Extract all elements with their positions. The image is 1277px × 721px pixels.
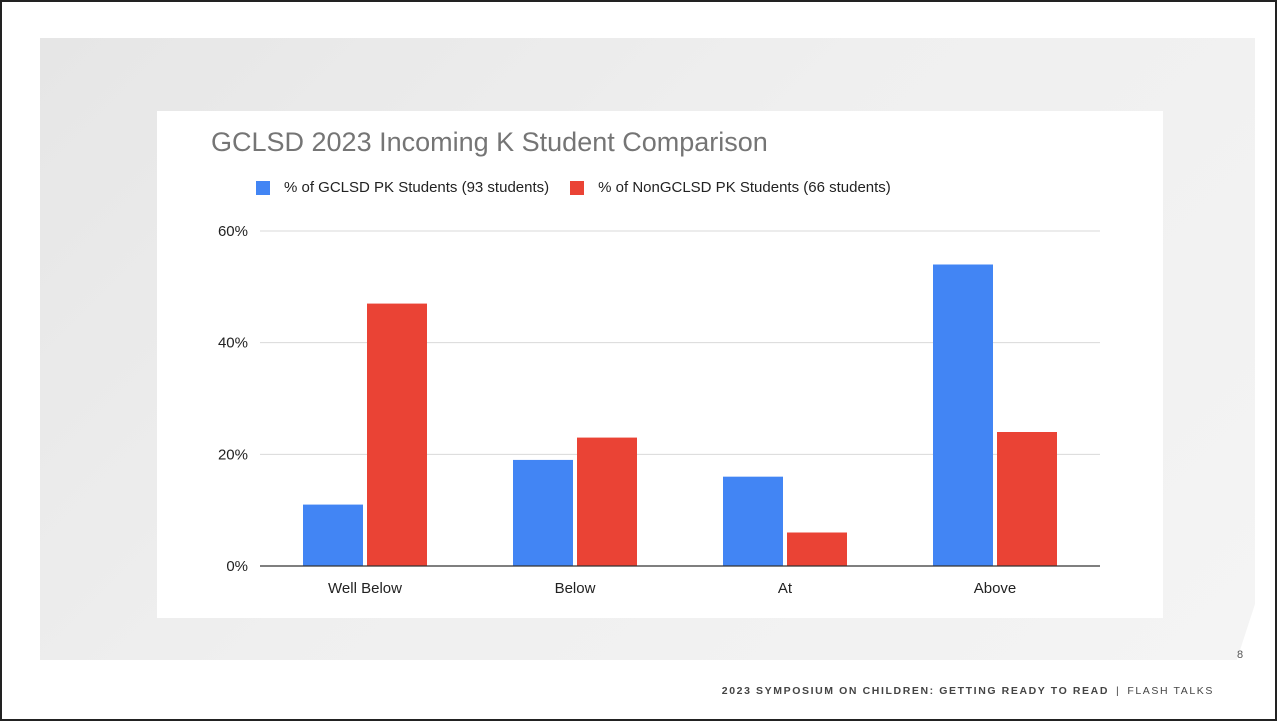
chart-legend: % of GCLSD PK Students (93 students) % o… [256, 179, 912, 196]
slide-footer: 2023 SYMPOSIUM ON CHILDREN: GETTING READ… [722, 685, 1214, 697]
legend-item-gclsd: % of GCLSD PK Students (93 students) [256, 179, 549, 196]
x-tick-label: At [778, 580, 793, 597]
bar-nongclsd [997, 432, 1057, 566]
legend-item-nongclsd: % of NonGCLSD PK Students (66 students) [570, 179, 891, 196]
x-tick-label: Well Below [328, 580, 402, 597]
footer-session-label: FLASH TALKS [1127, 685, 1214, 697]
page-number: 8 [1237, 649, 1244, 661]
y-tick-label: 20% [218, 446, 248, 463]
legend-label-gclsd: % of GCLSD PK Students (93 students) [284, 179, 550, 196]
chart-plot: 0% 20% 40% 60% Well Below Below At Above [218, 223, 1100, 597]
legend-swatch-nongclsd [570, 180, 585, 195]
bar-gclsd [513, 459, 573, 566]
footer-event-title: 2023 SYMPOSIUM ON CHILDREN: GETTING READ… [721, 685, 1110, 697]
x-tick-label: Above [974, 580, 1017, 597]
y-tick-label: 0% [226, 558, 248, 575]
y-tick-label: 60% [218, 223, 248, 240]
bar-nongclsd [577, 437, 637, 566]
bar-gclsd [723, 476, 783, 566]
chart-title: GCLSD 2023 Incoming K Student Comparison [211, 127, 768, 157]
bar-nongclsd [367, 303, 427, 566]
legend-label-nongclsd: % of NonGCLSD PK Students (66 students) [598, 179, 891, 196]
footer-separator: | [1116, 685, 1121, 697]
chart-card: GCLSD 2023 Incoming K Student Comparison… [157, 111, 1163, 618]
legend-swatch-gclsd [256, 180, 270, 195]
y-tick-label: 40% [218, 335, 248, 352]
x-tick-label: Below [555, 580, 596, 597]
bar-gclsd [933, 264, 993, 566]
bar-nongclsd [787, 532, 847, 566]
bar-gclsd [303, 504, 363, 566]
